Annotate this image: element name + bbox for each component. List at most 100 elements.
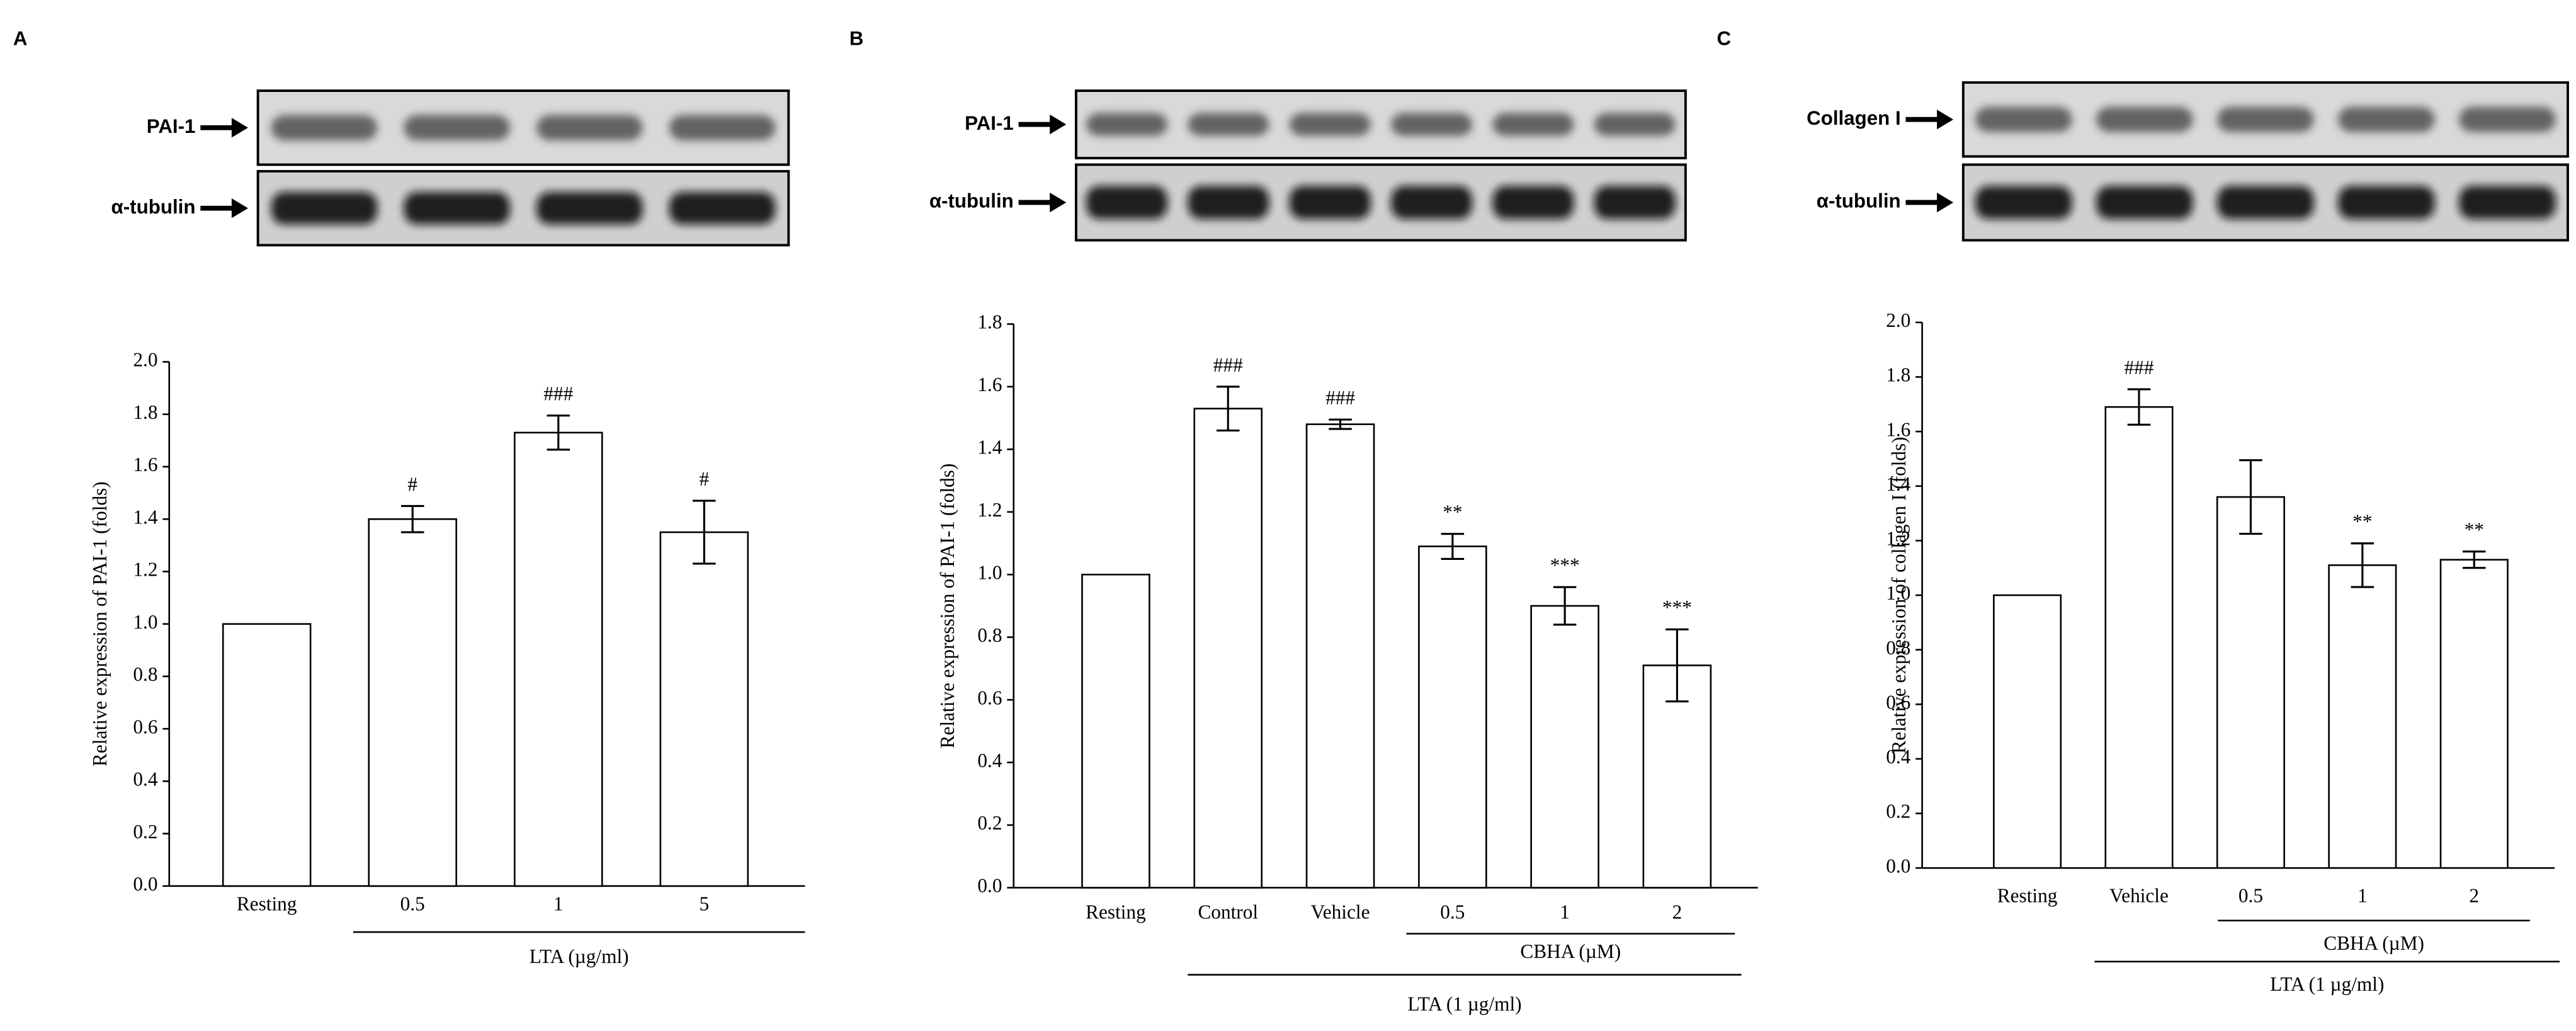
blot-band xyxy=(2459,106,2556,132)
x-tick-label: Vehicle xyxy=(1311,901,1370,923)
blot-band xyxy=(1086,186,1168,219)
y-axis-label: Relative expression of collagen I (folds… xyxy=(1888,436,1910,753)
blot-band xyxy=(536,191,643,225)
blot-band xyxy=(2096,186,2193,219)
y-tick-label: 1.0 xyxy=(977,561,1002,583)
bar xyxy=(2216,496,2285,869)
y-tick-label: 0.4 xyxy=(977,749,1002,772)
significance-label: ** xyxy=(2465,519,2484,541)
bar xyxy=(2439,559,2509,869)
blot-arrow-head xyxy=(1937,192,1954,213)
y-tick-label: 1.8 xyxy=(133,401,157,423)
panel-label: C xyxy=(1716,27,1731,49)
x-tick-label: Control xyxy=(1198,901,1258,923)
y-tick-label: 0.8 xyxy=(1886,637,1910,659)
bar xyxy=(1305,423,1375,889)
blot-band xyxy=(1594,186,1676,219)
blot-band xyxy=(1391,186,1473,219)
blot-band xyxy=(2096,106,2193,132)
blot-band xyxy=(1188,186,1269,219)
blot-band xyxy=(1086,113,1168,136)
blot-label: PAI-1 xyxy=(965,112,1014,134)
bar xyxy=(222,623,312,887)
y-tick-label: 0.8 xyxy=(977,624,1002,646)
x-tick-label: Resting xyxy=(1086,901,1146,923)
bar xyxy=(513,431,603,887)
significance-label: ### xyxy=(543,383,573,405)
y-tick-label: 1.6 xyxy=(1886,418,1910,440)
group-label: LTA (µg/ml) xyxy=(530,945,629,967)
bar xyxy=(2104,406,2174,869)
blot-band xyxy=(1391,113,1473,136)
panel-label: A xyxy=(13,27,28,49)
blot-arrow-head xyxy=(1050,192,1067,213)
bar xyxy=(1193,407,1263,889)
blot-arrow-head xyxy=(231,118,248,138)
x-tick-label: 0.5 xyxy=(400,892,425,914)
y-tick-label: 1.6 xyxy=(977,373,1002,396)
y-axis-label: Relative expression of PAI-1 (folds) xyxy=(89,481,111,766)
blot-label: α-tubulin xyxy=(1817,190,1901,212)
x-tick-label: 1 xyxy=(2358,884,2368,906)
blot-arrow-head xyxy=(1937,110,1954,130)
bar xyxy=(2328,564,2397,869)
y-tick-label: 1.6 xyxy=(133,453,157,476)
x-tick-label: 0.5 xyxy=(1440,901,1465,923)
blot-band xyxy=(404,191,510,225)
blot-band xyxy=(669,191,776,225)
group-label: CBHA (µM) xyxy=(2324,932,2424,954)
y-tick-label: 0.2 xyxy=(977,812,1002,834)
panel-label: B xyxy=(849,27,864,49)
significance-label: ** xyxy=(1443,501,1462,523)
x-tick-label: 0.5 xyxy=(2238,884,2263,906)
x-tick-label: 5 xyxy=(699,892,709,914)
blot-label: α-tubulin xyxy=(929,190,1014,212)
blot-band xyxy=(1594,113,1676,136)
bar xyxy=(368,518,457,887)
bar xyxy=(1081,573,1150,889)
blot-arrow-head xyxy=(1050,114,1067,135)
group-label: LTA (1 µg/ml) xyxy=(1407,993,1521,1015)
significance-label: ### xyxy=(1213,354,1243,376)
y-tick-label: 1.8 xyxy=(1886,364,1910,386)
y-tick-label: 0.4 xyxy=(1886,746,1910,768)
blot-label: PAI-1 xyxy=(147,115,196,137)
x-tick-label: Vehicle xyxy=(2109,884,2169,906)
blot-frame xyxy=(1074,163,1687,242)
y-tick-label: 0.6 xyxy=(1886,691,1910,713)
y-tick-label: 1.2 xyxy=(977,499,1002,521)
y-tick-label: 0.0 xyxy=(133,873,157,895)
y-tick-label: 1.4 xyxy=(133,506,157,528)
blot-band xyxy=(2338,186,2435,219)
bar xyxy=(1530,605,1599,889)
significance-label: *** xyxy=(1550,554,1580,576)
blot-band xyxy=(1975,106,2072,132)
significance-label: ### xyxy=(1325,387,1355,409)
blot-band xyxy=(1492,113,1574,136)
blot-frame xyxy=(1074,89,1687,159)
significance-label: # xyxy=(407,473,417,495)
bar xyxy=(1993,594,2062,869)
y-tick-label: 0.2 xyxy=(1886,800,1910,823)
y-tick-label: 2.0 xyxy=(133,349,157,371)
blot-band xyxy=(2217,186,2314,219)
blot-label: α-tubulin xyxy=(111,196,196,218)
y-axis-label: Relative expression of PAI-1 (folds) xyxy=(936,464,958,749)
y-tick-label: 0.0 xyxy=(1886,855,1910,877)
blot-band xyxy=(536,115,643,140)
significance-label: *** xyxy=(1662,596,1692,618)
y-tick-label: 0.2 xyxy=(133,821,157,843)
blot-arrow-head xyxy=(231,198,248,219)
y-tick-label: 1.0 xyxy=(1886,582,1910,604)
y-tick-label: 1.2 xyxy=(133,559,157,581)
blot-band xyxy=(1975,186,2072,219)
blot-label: Collagen I xyxy=(1807,107,1901,129)
x-tick-label: 2 xyxy=(1672,901,1682,923)
blot-band xyxy=(2459,186,2556,219)
significance-label: ** xyxy=(2352,511,2372,533)
group-label: CBHA (µM) xyxy=(1520,940,1621,962)
significance-label: # xyxy=(699,468,709,490)
x-tick-label: 1 xyxy=(1560,901,1570,923)
